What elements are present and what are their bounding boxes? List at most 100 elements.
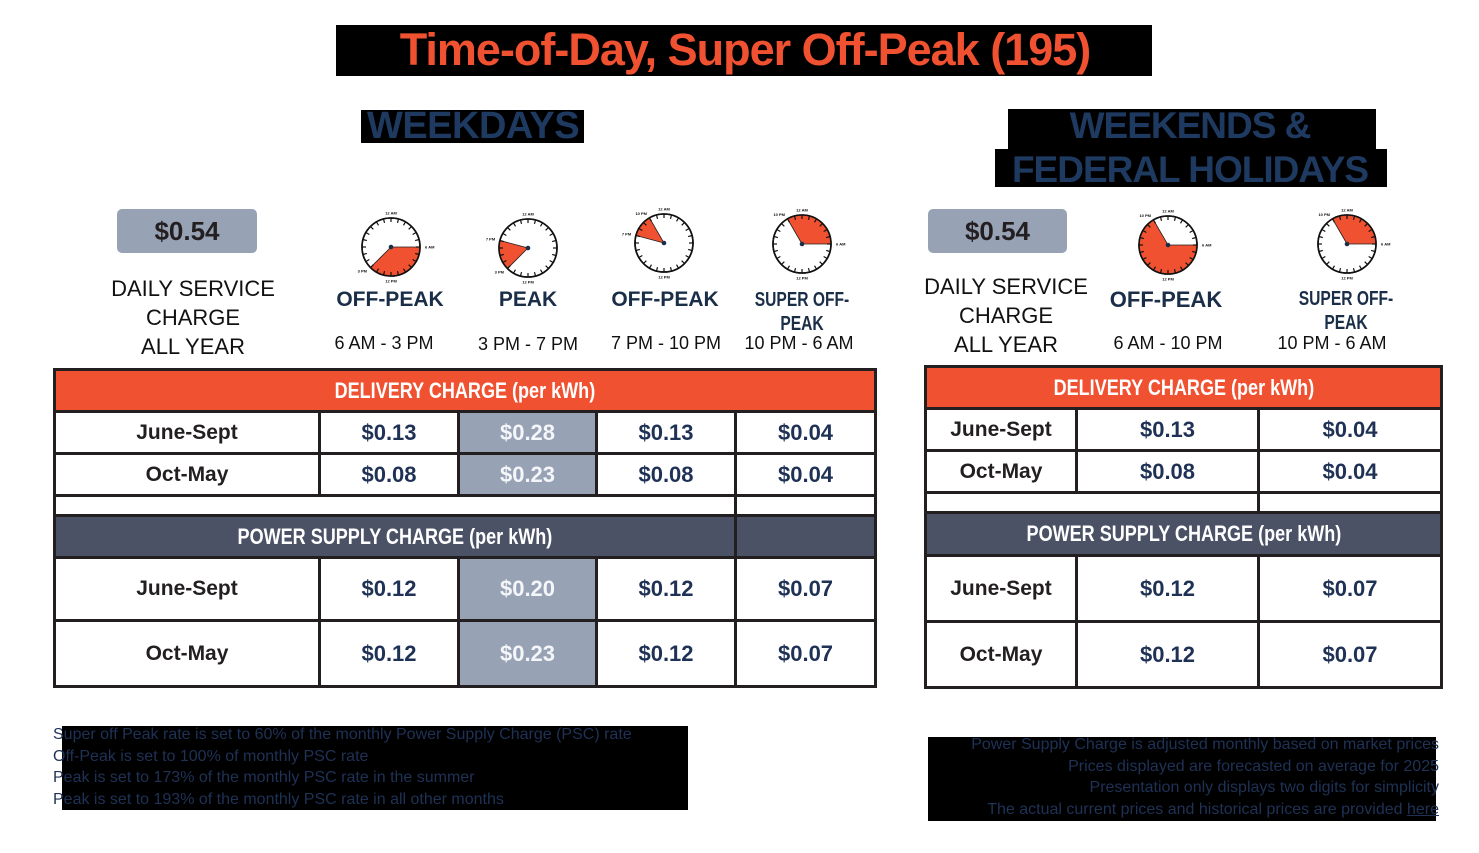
period-time-weekend-super-off-peak: 10 PM - 6 AM (1277, 333, 1387, 353)
weekends-heading-line1: WEEKENDS & (1069, 105, 1312, 146)
daily-service-label: DAILY SERVICE CHARGE ALL YEAR (906, 272, 1106, 359)
svg-text:7 PM: 7 PM (622, 232, 632, 237)
daily-service-line2: CHARGE (958, 303, 1054, 328)
clock-icon-super-off-peak: 12 AM 10 PM 6 AM 12 PM (757, 204, 847, 284)
daily-service-line2: CHARGE (145, 305, 241, 330)
period-time-super-off-peak: 10 PM - 6 AM (744, 333, 854, 353)
rate-cell-peak: $0.23 (457, 619, 598, 688)
rate-cell: $0.07 (1257, 620, 1443, 689)
season-cell: Oct-May (924, 449, 1078, 494)
svg-text:12 AM: 12 AM (385, 211, 397, 216)
rate-cell: $0.12 (595, 619, 737, 688)
period-time-peak: 3 PM - 7 PM (477, 334, 579, 354)
period-label-super-off-peak: SUPER OFF-PEAK (754, 289, 850, 335)
weekends-heading-line2: FEDERAL HOLIDAYS (1011, 149, 1369, 190)
svg-text:12 PM: 12 PM (1162, 277, 1174, 282)
spacer-cell (924, 491, 1260, 514)
rate-cell: $0.08 (1075, 449, 1260, 494)
svg-text:6 AM: 6 AM (836, 242, 846, 247)
svg-text:6 AM: 6 AM (1202, 243, 1212, 248)
page-title: Time-of-Day, Super Off-Peak (195) (399, 24, 1092, 75)
weekend-rates-table: DELIVERY CHARGE (per kWh) June-Sept $0.1… (924, 365, 1443, 689)
weekday-rates-table: DELIVERY CHARGE (per kWh) June-Sept $0.1… (52, 368, 878, 688)
rate-cell: $0.04 (733, 452, 878, 497)
note-line: Presentation only displays two digits fo… (1089, 779, 1439, 796)
table-row: June-Sept $0.13 $0.28 $0.13 $0.04 (53, 410, 878, 455)
period-label-peak: PEAK (498, 288, 558, 311)
note-line: Super off Peak rate is set to 60% of the… (53, 726, 632, 743)
rate-cell: $0.04 (733, 410, 878, 455)
period-label-weekend-super-off-peak: SUPER OFF-PEAK (1298, 288, 1394, 334)
weekends-heading: WEEKENDS & FEDERAL HOLIDAYS (980, 104, 1400, 192)
note-line: Peak is set to 193% of the monthly PSC r… (53, 790, 504, 808)
svg-text:10 PM: 10 PM (635, 211, 647, 216)
svg-text:3 PM: 3 PM (495, 270, 505, 275)
rate-cell: $0.08 (318, 452, 460, 497)
daily-service-price: $0.54 (117, 209, 257, 253)
rate-cell: $0.13 (1075, 407, 1260, 452)
table-row: June-Sept $0.12 $0.07 (924, 554, 1443, 623)
svg-text:7 PM: 7 PM (486, 237, 496, 242)
svg-text:12 PM: 12 PM (385, 279, 397, 284)
rate-cell: $0.07 (733, 619, 878, 688)
table-row: June-Sept $0.12 $0.20 $0.12 $0.07 (53, 556, 878, 622)
weekday-notes: Super off Peak rate is set to 60% of the… (53, 724, 632, 810)
power-supply-charge-header: POWER SUPPLY CHARGE (per kWh) (53, 514, 737, 559)
power-supply-charge-header: POWER SUPPLY CHARGE (per kWh) (924, 511, 1443, 557)
prices-here-link[interactable]: here (1406, 800, 1439, 818)
svg-text:10 PM: 10 PM (1139, 213, 1151, 218)
period-label-off-peak-morning: OFF-PEAK (336, 288, 444, 311)
daily-service-price: $0.54 (928, 209, 1067, 253)
svg-text:12 AM: 12 AM (1341, 208, 1353, 213)
period-time-weekend-off-peak: 6 AM - 10 PM (1113, 333, 1223, 353)
season-cell: Oct-May (53, 619, 321, 688)
spacer-cell (733, 494, 878, 517)
svg-text:12 AM: 12 AM (522, 212, 534, 217)
rate-cell-peak: $0.23 (457, 452, 598, 497)
weekday-notes-backdrop (62, 726, 688, 810)
title-backdrop (336, 25, 1152, 76)
svg-text:12 PM: 12 PM (522, 280, 534, 285)
svg-text:12 PM: 12 PM (1341, 276, 1353, 281)
note-line: Power Supply Charge is adjusted monthly … (971, 736, 1439, 753)
note-line: The actual current prices and historical… (987, 800, 1439, 818)
svg-text:6 AM: 6 AM (425, 245, 435, 250)
svg-text:12 AM: 12 AM (1162, 209, 1174, 214)
season-cell: June-Sept (53, 556, 321, 622)
svg-text:12 AM: 12 AM (658, 207, 670, 212)
clock-icon-off-peak-evening: 12 AM 10 PM 7 PM 12 PM (619, 203, 709, 283)
clock-icon-weekend-super-off-peak: 12 AM 10 PM 6 AM 12 PM (1302, 204, 1392, 284)
rate-cell: $0.13 (318, 410, 460, 455)
note-line: Off-Peak is set to 100% of monthly PSC r… (53, 747, 369, 765)
table-row: Oct-May $0.12 $0.07 (924, 620, 1443, 689)
svg-text:12 PM: 12 PM (796, 276, 808, 281)
table-row: Oct-May $0.08 $0.23 $0.08 $0.04 (53, 452, 878, 497)
weekends-heading-backdrop-2 (995, 149, 1387, 187)
rate-cell: $0.13 (595, 410, 737, 455)
season-cell: Oct-May (924, 620, 1078, 689)
rate-cell: $0.12 (318, 556, 460, 622)
daily-service-line1: DAILY SERVICE (924, 274, 1088, 299)
clock-icon-off-peak-morning: 12 AM 6 AM 12 PM 3 PM (346, 207, 436, 287)
table-row: June-Sept $0.13 $0.04 (924, 407, 1443, 452)
table-row: Oct-May $0.12 $0.23 $0.12 $0.07 (53, 619, 878, 688)
delivery-charge-header: DELIVERY CHARGE (per kWh) (52, 368, 878, 413)
svg-text:3 PM: 3 PM (358, 269, 368, 274)
weekend-notes-backdrop (928, 737, 1436, 821)
note-line: Prices displayed are forecasted on avera… (1068, 757, 1439, 775)
svg-text:12 PM: 12 PM (658, 275, 670, 280)
rate-cell: $0.07 (733, 556, 878, 622)
svg-text:6 AM: 6 AM (1381, 242, 1391, 247)
season-cell: Oct-May (53, 452, 321, 497)
rate-cell: $0.12 (1075, 554, 1260, 623)
spacer-row (53, 494, 878, 517)
rate-cell: $0.07 (1257, 554, 1443, 623)
weekdays-heading-backdrop (361, 110, 584, 143)
daily-service-line3: ALL YEAR (954, 332, 1058, 357)
weekdays-heading: WEEKDAYS (366, 105, 580, 147)
rate-cell-peak: $0.28 (457, 410, 598, 455)
rate-cell: $0.04 (1257, 449, 1443, 494)
period-time-off-peak-evening: 7 PM - 10 PM (610, 333, 722, 353)
note-line: Peak is set to 173% of the monthly PSC r… (53, 769, 475, 786)
svg-text:10 PM: 10 PM (1318, 212, 1330, 217)
